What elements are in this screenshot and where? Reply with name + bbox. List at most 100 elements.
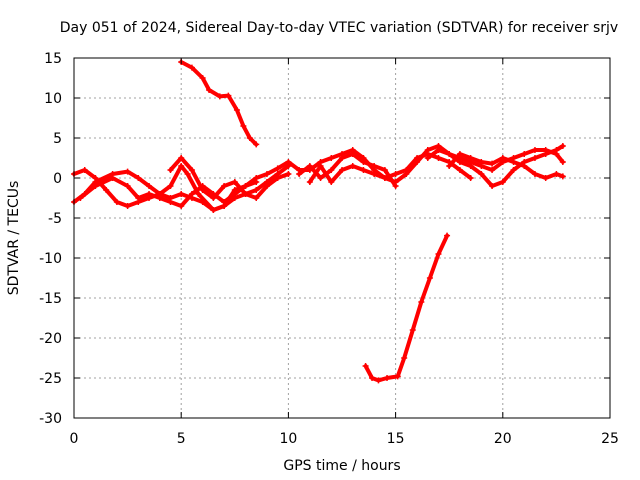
data-point bbox=[521, 163, 528, 169]
data-point bbox=[362, 363, 369, 369]
data-point bbox=[328, 167, 335, 173]
data-point bbox=[360, 167, 367, 173]
data-point bbox=[253, 187, 260, 193]
data-point bbox=[81, 167, 88, 173]
data-point bbox=[384, 375, 391, 381]
data-point bbox=[263, 171, 270, 177]
data-point bbox=[296, 171, 303, 177]
data-point bbox=[263, 183, 270, 189]
data-point bbox=[424, 155, 431, 161]
data-point bbox=[369, 375, 376, 381]
data-point bbox=[418, 299, 425, 305]
data-point bbox=[178, 191, 185, 197]
data-point bbox=[394, 373, 401, 380]
data-point bbox=[531, 147, 538, 153]
data-point bbox=[285, 171, 292, 177]
data-point bbox=[339, 167, 345, 173]
data-point bbox=[146, 183, 153, 189]
series-arc-c bbox=[78, 176, 259, 208]
data-point bbox=[489, 183, 496, 189]
data-point bbox=[221, 199, 228, 205]
grid bbox=[74, 58, 610, 418]
data-point bbox=[188, 64, 195, 71]
series-arc-f bbox=[307, 152, 473, 184]
data-point bbox=[92, 175, 99, 181]
data-point bbox=[456, 159, 463, 165]
series-arc-high bbox=[179, 60, 259, 147]
data-point bbox=[381, 167, 388, 173]
data-point bbox=[231, 191, 238, 197]
y-axis-label: SDTVAR / TECUs bbox=[6, 181, 22, 296]
data-point bbox=[446, 151, 453, 157]
data-point bbox=[225, 92, 232, 99]
data-point bbox=[371, 163, 378, 169]
data-point bbox=[274, 165, 281, 172]
data-point bbox=[531, 171, 538, 177]
data-point bbox=[216, 93, 223, 100]
y-tick-label: -10 bbox=[39, 251, 62, 267]
y-tick-label: -30 bbox=[39, 411, 62, 427]
data-point bbox=[274, 175, 281, 181]
data-point bbox=[242, 183, 249, 189]
data-point bbox=[306, 163, 313, 169]
data-point bbox=[167, 199, 174, 205]
data-point bbox=[242, 191, 249, 197]
data-point bbox=[510, 159, 517, 165]
data-point bbox=[317, 163, 324, 169]
data-point bbox=[306, 179, 313, 185]
data-point bbox=[392, 183, 399, 189]
data-point bbox=[253, 179, 260, 185]
y-tick-label: 5 bbox=[53, 131, 62, 147]
data-point bbox=[478, 171, 485, 177]
data-point bbox=[531, 155, 538, 161]
data-point bbox=[435, 155, 442, 161]
data-point bbox=[178, 203, 185, 209]
x-tick-label: 0 bbox=[70, 431, 79, 447]
data-point bbox=[392, 171, 399, 177]
data-point bbox=[371, 171, 378, 177]
data-point bbox=[381, 175, 388, 181]
data-point bbox=[456, 167, 463, 173]
data-point bbox=[103, 187, 110, 193]
data-point bbox=[124, 203, 131, 209]
data-point bbox=[489, 160, 496, 167]
data-point bbox=[478, 159, 485, 165]
data-point bbox=[489, 167, 496, 173]
data-point bbox=[339, 155, 345, 161]
series-arc-d bbox=[168, 156, 291, 200]
x-tick-label: 10 bbox=[279, 431, 297, 447]
data-point bbox=[92, 183, 99, 189]
data-point bbox=[542, 175, 549, 181]
data-point bbox=[77, 195, 84, 201]
x-axis-label: GPS time / hours bbox=[283, 458, 400, 474]
data-point bbox=[360, 159, 367, 165]
data-point bbox=[184, 171, 191, 177]
data-point bbox=[446, 163, 453, 169]
data-point bbox=[467, 175, 474, 181]
data-point bbox=[210, 195, 217, 201]
x-tick-label: 20 bbox=[494, 431, 512, 447]
data-point bbox=[521, 151, 528, 157]
data-point bbox=[510, 167, 517, 173]
data-point bbox=[456, 151, 463, 157]
data-point bbox=[253, 141, 260, 148]
data-point bbox=[444, 232, 451, 239]
data-point bbox=[317, 175, 324, 181]
data-point bbox=[414, 155, 421, 161]
data-point bbox=[253, 195, 260, 201]
data-point bbox=[188, 167, 195, 173]
data-point bbox=[124, 183, 131, 189]
data-point bbox=[199, 75, 206, 81]
data-point bbox=[233, 107, 240, 113]
x-tick-label: 15 bbox=[387, 431, 405, 447]
data-point bbox=[195, 191, 202, 197]
axis-ticks: 0 5 10 15 20 25 -30 -25 -20 -15 -10 -5 0 5 10 15 bbox=[39, 51, 619, 447]
data-point bbox=[206, 87, 213, 93]
data-point bbox=[553, 171, 560, 177]
y-tick-label: 0 bbox=[53, 171, 62, 187]
data-point bbox=[349, 163, 356, 169]
data-point bbox=[467, 163, 474, 169]
y-tick-label: -20 bbox=[39, 331, 62, 347]
data-point bbox=[246, 135, 253, 141]
